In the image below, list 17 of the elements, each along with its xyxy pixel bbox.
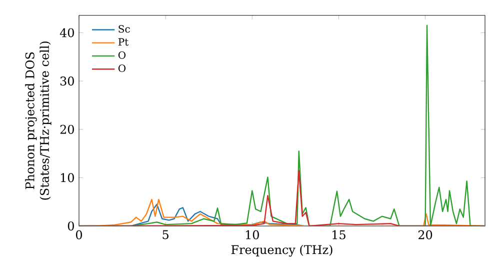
- x-tick-label: 10: [246, 230, 259, 240]
- x-tick-label: 20: [418, 230, 432, 240]
- line-series: [79, 170, 485, 226]
- x-tick-label: 15: [332, 230, 346, 240]
- x-axis-title: Frequency (THz): [231, 244, 332, 257]
- y-tick-label: 20: [60, 124, 74, 134]
- legend-label: Pt: [118, 38, 129, 46]
- x-tick-label: 0: [76, 230, 82, 240]
- legend-label: Sc: [118, 25, 130, 33]
- y-tick-label: 0: [68, 221, 74, 231]
- y-axis-title: Phonon projected DOS (States/THz·primitive cell): [25, 42, 52, 200]
- legend-label: O: [118, 64, 126, 72]
- y-tick-label: 40: [60, 28, 74, 38]
- x-tick-label: 5: [162, 230, 168, 240]
- legend-label: O: [118, 51, 126, 59]
- y-tick-label: 30: [60, 76, 74, 86]
- y-tick-label: 10: [60, 173, 74, 182]
